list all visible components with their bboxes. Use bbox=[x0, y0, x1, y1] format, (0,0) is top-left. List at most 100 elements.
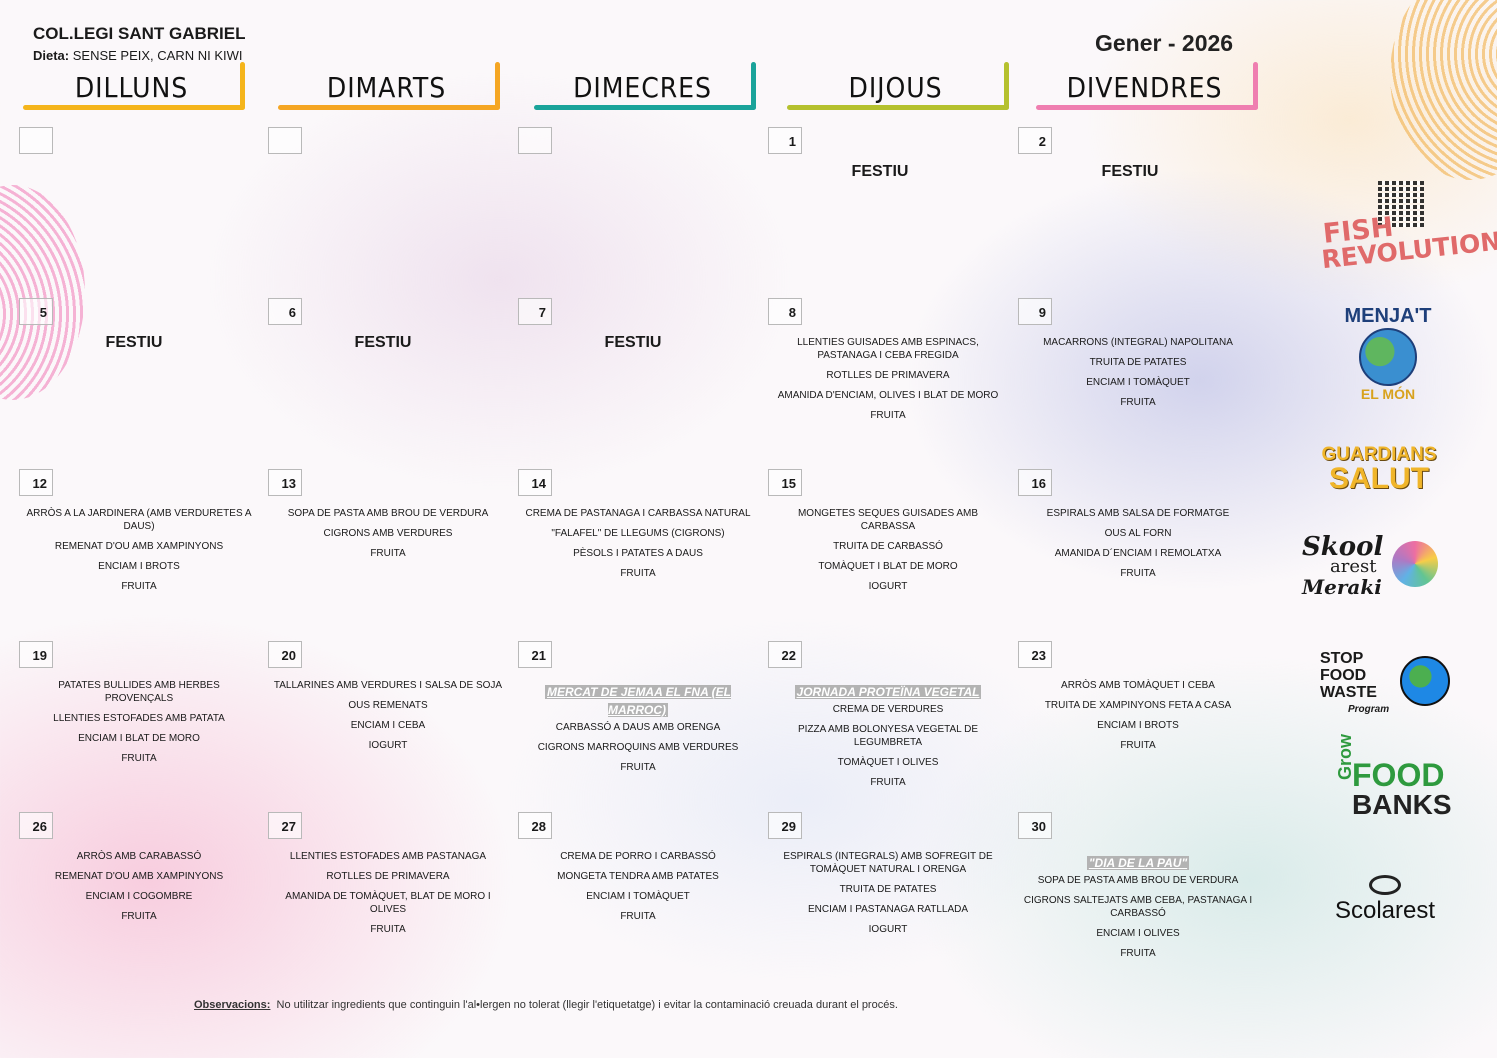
menu-dish: OUS REMENATS bbox=[348, 700, 428, 711]
day-cell: 30 "DIA DE LA PAU" SOPA DE PASTA AMB BROU … bbox=[1018, 812, 1258, 977]
menu-list: LLENTIES ESTOFADES AMB PASTANAGA ROTLLES … bbox=[268, 850, 508, 943]
menu-dish: PATATES BULLIDES AMB HERBES PROVENÇALS bbox=[58, 680, 220, 704]
menu-dish: SOPA DE PASTA AMB BROU DE VERDURA bbox=[287, 508, 489, 519]
guardians-text: GUARDIANS bbox=[1321, 444, 1437, 465]
day-number: 8 bbox=[768, 298, 802, 325]
menu-dish: IOGURT bbox=[868, 924, 908, 935]
day-number: 7 bbox=[518, 298, 552, 325]
menu-dish: FRUITA bbox=[1120, 568, 1156, 579]
menu-dish: LLENTIES ESTOFADES AMB PASTANAGA bbox=[289, 851, 487, 862]
diet-label: Dieta: bbox=[33, 48, 70, 63]
weekday-hook bbox=[1004, 62, 1009, 110]
menu-dish: IOGURT bbox=[368, 740, 408, 751]
menu-list: LLENTIES GUISADES AMB ESPINACS, PASTANAG… bbox=[768, 336, 1008, 429]
menu-dish: FRUITA bbox=[1120, 948, 1156, 959]
observations-label: Observacions: bbox=[194, 999, 271, 1011]
menu-dish: ROTLLES DE PRIMAVERA bbox=[326, 871, 450, 882]
day-number: 13 bbox=[268, 469, 302, 496]
menu-dish: ENCIAM I OLIVES bbox=[1096, 928, 1180, 939]
day-cell: 5 FESTIU bbox=[19, 298, 259, 463]
day-cell: 1 FESTIU bbox=[768, 127, 1008, 292]
menjat-el-mon-logo: MENJA'T EL MÓN bbox=[1338, 305, 1438, 402]
day-cell: 26 ARRÒS AMB CARABASSÓ REMENAT D'OU AMB XA… bbox=[19, 812, 259, 977]
menu-list: ARRÒS AMB CARABASSÓ REMENAT D'OU AMB XAMP… bbox=[19, 850, 259, 930]
menu-dish: FRUITA bbox=[121, 581, 157, 592]
guardians-salut-logo: GUARDIANS SALUT bbox=[1320, 443, 1438, 494]
day-number: 21 bbox=[518, 641, 552, 668]
menu-dish: FRUITA bbox=[370, 924, 406, 935]
menu-list: MERCAT DE JEMAA EL FNA (EL MARROC) CARBAS… bbox=[518, 685, 758, 781]
weekday-header-0: DILLUNS bbox=[23, 62, 245, 110]
diet-line: Dieta: SENSE PEIX, CARN NI KIWI bbox=[33, 48, 243, 63]
holiday-label: FESTIU bbox=[105, 334, 163, 351]
day-cell: 14 CREMA DE PASTANAGA I CARBASSA NATURAL "… bbox=[518, 469, 758, 634]
day-cell: 21 MERCAT DE JEMAA EL FNA (EL MARROC) CARB… bbox=[518, 641, 758, 806]
menu-dish: TRUITA DE PATATES bbox=[1089, 357, 1187, 368]
menu-dish: CARBASSÓ A DAUS AMB ORENGA bbox=[555, 722, 721, 733]
month-title: Gener - 2026 bbox=[1095, 30, 1234, 56]
weekday-header-1: DIMARTS bbox=[278, 62, 500, 110]
grow-food-banks-logo: Grow FOOD BANKS bbox=[1330, 734, 1452, 820]
menu-dish: ENCIAM I BROTS bbox=[98, 561, 180, 572]
menu-dish: AMANIDA D´ENCIAM I REMOLATXA bbox=[1054, 548, 1222, 559]
menu-dish: LLENTIES GUISADES AMB ESPINACS, PASTANAG… bbox=[797, 337, 979, 361]
weekday-underline bbox=[278, 105, 500, 110]
day-cell: 20 TALLARINES AMB VERDURES I SALSA DE SOJ… bbox=[268, 641, 508, 806]
menu-dish: FRUITA bbox=[870, 410, 906, 421]
day-number: 30 bbox=[1018, 812, 1052, 839]
holiday-label: FESTIU bbox=[851, 163, 909, 180]
menu-dish: REMENAT D'OU AMB XAMPINYONS bbox=[54, 871, 224, 882]
day-cell: 28 CREMA DE PORRO I CARBASSÓ MONGETA TENDR… bbox=[518, 812, 758, 977]
menu-dish: TOMÀQUET I BLAT DE MORO bbox=[818, 561, 958, 572]
menu-list: SOPA DE PASTA AMB BROU DE VERDURA CIGRONS… bbox=[268, 507, 508, 567]
day-number: 9 bbox=[1018, 298, 1052, 325]
menu-dish: FRUITA bbox=[620, 762, 656, 773]
menu-dish: TALLARINES AMB VERDURES I SALSA DE SOJA bbox=[273, 680, 503, 691]
menu-dish: FRUITA bbox=[1120, 740, 1156, 751]
day-number bbox=[19, 127, 53, 154]
menu-list: JORNADA PROTEÏNA VEGETAL CREMA DE VERDURE… bbox=[768, 685, 1008, 796]
menu-dish: CIGRONS MARROQUINS AMB VERDURES bbox=[537, 742, 739, 753]
menu-dish: FRUITA bbox=[121, 753, 157, 764]
menu-dish: REMENAT D'OU AMB XAMPINYONS bbox=[54, 541, 224, 552]
day-number: 16 bbox=[1018, 469, 1052, 496]
day-number: 19 bbox=[19, 641, 53, 668]
special-day-label: "DIA DE LA PAU" bbox=[1086, 856, 1190, 870]
weekday-label: DIJOUS bbox=[848, 71, 943, 104]
menu-dish: ESPIRALS AMB SALSA DE FORMATGE bbox=[1046, 508, 1230, 519]
footer-observations: Observacions: No utilitzar ingredients q… bbox=[194, 999, 898, 1011]
menu-dish: ENCIAM I BROTS bbox=[1097, 720, 1179, 731]
earth-icon bbox=[1400, 656, 1450, 706]
menu-list: "DIA DE LA PAU" SOPA DE PASTA AMB BROU DE… bbox=[1018, 856, 1258, 967]
holiday-label: FESTIU bbox=[1101, 163, 1159, 180]
meraki-text: Meraki bbox=[1302, 575, 1382, 599]
day-cell: 6 FESTIU bbox=[268, 298, 508, 463]
day-number: 22 bbox=[768, 641, 802, 668]
food-banks-food-text: FOOD bbox=[1352, 757, 1445, 793]
weekday-label: DIVENDRES bbox=[1066, 71, 1223, 104]
el-mon-text: EL MÓN bbox=[1360, 386, 1416, 402]
menu-dish: ENCIAM I CEBA bbox=[350, 720, 426, 731]
menu-list: CREMA DE PORRO I CARBASSÓ MONGETA TENDRA … bbox=[518, 850, 758, 930]
menu-dish: SOPA DE PASTA AMB BROU DE VERDURA bbox=[1037, 875, 1239, 886]
special-day-wrap: "DIA DE LA PAU" bbox=[1018, 854, 1258, 872]
day-cell: 9 MACARRONS (INTEGRAL) NAPOLITANA TRUITA D… bbox=[1018, 298, 1258, 463]
arest-text: arest bbox=[1330, 556, 1377, 577]
orange-fingerprint-decoration bbox=[1390, 0, 1497, 180]
grow-text: Grow bbox=[1335, 733, 1355, 780]
day-cell: 19 PATATES BULLIDES AMB HERBES PROVENÇALS… bbox=[19, 641, 259, 806]
weekday-label: DIMECRES bbox=[573, 71, 712, 104]
scolarest-swirl-icon bbox=[1369, 875, 1401, 895]
menu-dish: FRUITA bbox=[870, 777, 906, 788]
menu-list: ESPIRALS AMB SALSA DE FORMATGE OUS AL FOR… bbox=[1018, 507, 1258, 587]
skool-text: Skool bbox=[1302, 532, 1384, 562]
day-cell: 29 ESPIRALS (INTEGRALS) AMB SOFREGIT DE T… bbox=[768, 812, 1008, 977]
menu-dish: FRUITA bbox=[620, 568, 656, 579]
stop-text: STOP bbox=[1320, 650, 1364, 667]
day-cell bbox=[19, 127, 259, 292]
weekday-label: DILLUNS bbox=[74, 71, 189, 104]
menu-list: ARRÒS A LA JARDINERA (AMB VERDURETES A D… bbox=[19, 507, 259, 600]
menu-dish: OUS AL FORN bbox=[1104, 528, 1172, 539]
day-number: 29 bbox=[768, 812, 802, 839]
globe-icon bbox=[1359, 328, 1417, 386]
